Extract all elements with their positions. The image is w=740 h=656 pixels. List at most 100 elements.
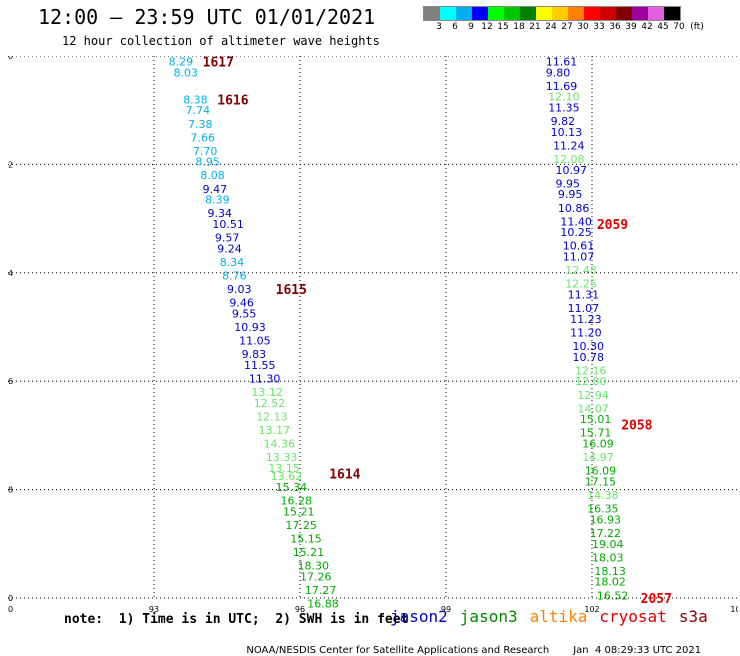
units-note: note: 1) Time is in UTC; 2) SWH is in fe… xyxy=(64,612,409,627)
wave-height-value: 8.29 xyxy=(169,56,194,68)
wave-height-value: 10.97 xyxy=(556,164,588,177)
wave-height-value: 11.30 xyxy=(249,372,281,385)
wave-height-value: 17.15 xyxy=(585,475,617,488)
color-scale-label: (ft) xyxy=(690,22,704,32)
color-scale-label: 18 xyxy=(513,22,525,32)
x-tick-label: 96 xyxy=(295,605,305,614)
color-swatch xyxy=(552,7,568,20)
wave-height-value: 18.30 xyxy=(298,559,330,572)
footer-timestamp: Jan 4 08:29:33 UTC 2021 xyxy=(573,645,702,656)
wave-height-value: 10.13 xyxy=(551,126,583,139)
wave-height-value: 18.13 xyxy=(594,565,626,578)
wave-height-value: 16.28 xyxy=(281,494,313,507)
color-scale-ticks: 3 6 9 12 15 18 21 24 27 30 33 36 39 42 45 70 (ft) xyxy=(423,21,704,35)
pass-time-label: 2059 xyxy=(597,218,628,233)
wave-height-value: 12.94 xyxy=(577,389,609,402)
x-tick-label: 90 xyxy=(8,605,13,614)
wave-height-value: 9.55 xyxy=(232,307,257,320)
color-scale-label: 30 xyxy=(577,22,589,32)
y-tick-label: -50 xyxy=(8,594,13,603)
color-scale-label: 39 xyxy=(625,22,637,32)
wave-height-value: 10.86 xyxy=(558,202,590,215)
color-swatch xyxy=(520,7,536,20)
color-scale-swatches xyxy=(423,6,681,21)
x-tick-label: 102 xyxy=(584,605,599,614)
wave-height-value: 9.83 xyxy=(242,348,267,361)
wave-height-value: 11.07 xyxy=(563,251,595,264)
footer-credit: NOAA/NESDIS Center for Satellite Applica… xyxy=(246,645,550,656)
chart-title: 12:00 – 23:59 UTC 01/01/2021 xyxy=(38,5,376,29)
wave-height-value: 9.24 xyxy=(217,242,242,255)
color-swatch xyxy=(424,7,440,20)
legend-item: s3a xyxy=(678,607,708,626)
wave-height-value: 18.02 xyxy=(594,576,626,589)
wave-height-value: 16.88 xyxy=(307,597,339,610)
color-swatch xyxy=(600,7,616,20)
x-tick-label: 99 xyxy=(441,605,451,614)
wave-height-value: 12.08 xyxy=(553,153,585,166)
wave-height-value: 12.48 xyxy=(565,264,597,277)
wave-height-value: 11.69 xyxy=(546,80,578,93)
pass-time-label: 2058 xyxy=(621,419,652,434)
pass-time-label: 1614 xyxy=(329,467,360,482)
wave-height-value: 7.74 xyxy=(186,104,211,117)
color-swatch xyxy=(648,7,664,20)
wave-height-value: 8.95 xyxy=(195,156,220,169)
wave-height-value: 9.46 xyxy=(229,297,254,310)
wave-height-value: 13.15 xyxy=(268,462,300,475)
wave-height-value: 14.07 xyxy=(577,402,609,415)
color-scale-label: 3 xyxy=(436,22,442,32)
y-tick-label: -44 xyxy=(8,269,13,278)
wave-height-value: 15.01 xyxy=(580,413,612,426)
satellite-legend: jason2 jason3 altika cryosat s3a xyxy=(390,607,720,626)
y-tick-label: -40 xyxy=(8,56,13,61)
wave-height-value: 8.76 xyxy=(222,270,247,283)
wave-height-value: 11.31 xyxy=(568,288,600,301)
wave-height-value: 7.38 xyxy=(188,118,213,131)
wave-height-value: 10.93 xyxy=(234,321,265,334)
wave-height-plot: -40 -42 -44 -46 -48 -50 90 93 96 99 102 105 8.298.03… xyxy=(8,56,738,614)
color-swatch xyxy=(632,7,648,20)
footer: NOAA/NESDIS Center for Satellite Applica… xyxy=(240,634,725,656)
color-scale-label: 42 xyxy=(641,22,653,32)
wave-height-value: 18.03 xyxy=(592,551,624,564)
wave-height-value: 11.07 xyxy=(568,302,600,315)
wave-height-value: 17.25 xyxy=(285,519,317,532)
wave-height-value: 7.70 xyxy=(193,145,218,158)
wave-height-value: 13.62 xyxy=(271,470,303,483)
wave-height-value: 11.20 xyxy=(570,326,602,339)
wave-height-value: 13.12 xyxy=(251,386,282,399)
wave-height-value: 16.35 xyxy=(587,503,619,516)
wave-height-value: 19.04 xyxy=(592,538,624,551)
wave-height-value: 9.95 xyxy=(558,188,583,201)
y-tick-label: -46 xyxy=(8,377,13,386)
color-swatch xyxy=(504,7,520,20)
wave-height-value: 11.55 xyxy=(244,359,275,372)
wave-height-value: 10.78 xyxy=(573,351,605,364)
x-tick-label: 93 xyxy=(149,605,159,614)
wave-height-value: 12.10 xyxy=(548,91,580,104)
wave-height-value: 15.71 xyxy=(580,427,612,440)
wave-height-value: 16.93 xyxy=(590,513,622,526)
wave-height-value: 12.16 xyxy=(575,364,607,377)
wave-height-value: 10.61 xyxy=(563,240,595,253)
wave-height-value: 14.38 xyxy=(587,489,619,502)
color-scale-label: 24 xyxy=(545,22,557,32)
wave-height-value: 10.25 xyxy=(560,226,592,239)
wave-height-value: 14.36 xyxy=(264,438,296,451)
y-tick-label: -42 xyxy=(8,160,13,169)
wave-height-value: 11.35 xyxy=(548,101,580,114)
wave-height-value: 9.47 xyxy=(203,183,228,196)
wave-height-value: 12.13 xyxy=(256,410,288,423)
wave-height-value: 9.57 xyxy=(215,232,240,245)
wave-height-value: 12.80 xyxy=(575,375,607,388)
wave-height-value: 7.66 xyxy=(191,131,216,144)
wave-height-value: 9.34 xyxy=(208,207,233,220)
color-swatch xyxy=(536,7,552,20)
color-scale-label: 9 xyxy=(468,22,474,32)
wave-height-value: 8.34 xyxy=(220,256,245,269)
color-swatch xyxy=(664,7,680,20)
wave-height-value: 15.21 xyxy=(283,505,315,518)
wave-height-value: 10.51 xyxy=(212,218,244,231)
wave-height-value: 11.40 xyxy=(560,215,592,228)
